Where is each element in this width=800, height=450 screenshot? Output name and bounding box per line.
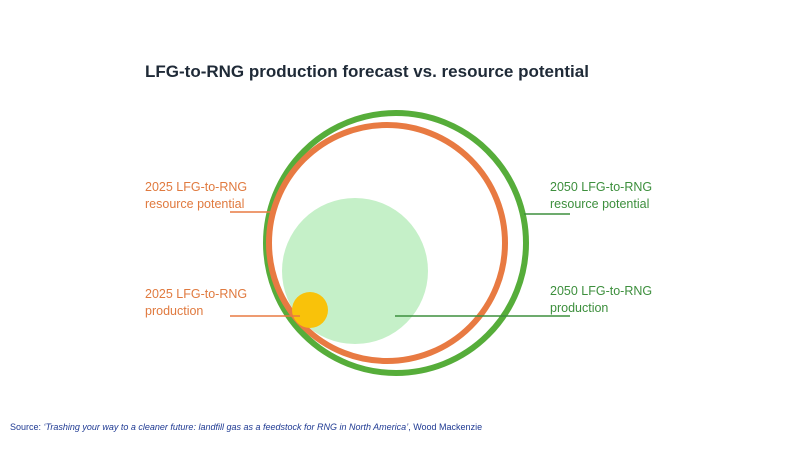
label-line: production [550,301,609,315]
label-line: resource potential [145,197,245,211]
source-title: ‘Trashing your way to a cleaner future: … [43,422,409,432]
source-publisher: , Wood Mackenzie [408,422,483,432]
circle-2025-production [292,292,328,328]
label-line: 2025 LFG-to-RNG [145,287,248,301]
circle-2025-resource-potential [266,122,508,364]
label-line: 2050 LFG-to-RNG [550,284,653,298]
label-line: 2025 LFG-to-RNG [145,180,248,194]
label-line: 2050 LFG-to-RNG [550,180,653,194]
source-prefix: Source: [10,422,44,432]
source-citation: Source: ‘Trashing your way to a cleaner … [10,422,482,432]
label-line: production [145,304,204,318]
label-2025-resource-potential: 2025 LFG-to-RNG resource potential [145,179,247,213]
label-2050-production: 2050 LFG-to-RNG production [550,283,652,317]
page-title: LFG-to-RNG production forecast vs. resou… [145,62,589,81]
label-2050-resource-potential: 2050 LFG-to-RNG resource potential [550,179,652,213]
label-line: resource potential [550,197,650,211]
label-2025-production: 2025 LFG-to-RNG production [145,286,247,320]
